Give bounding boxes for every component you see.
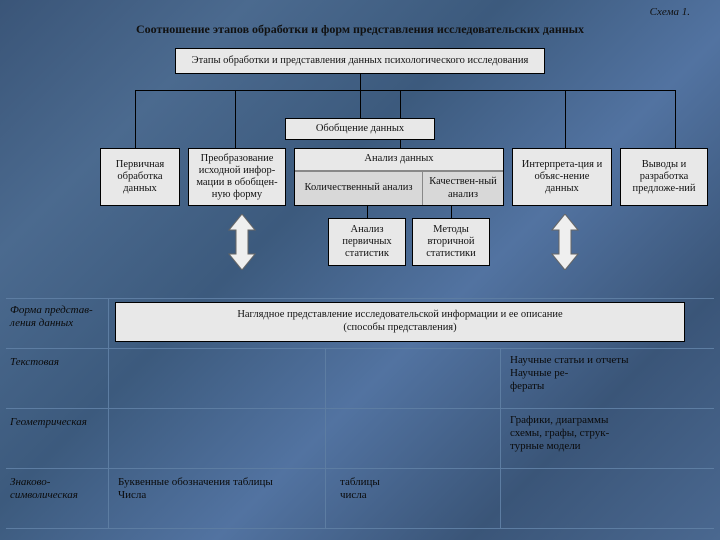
box-visual-representation: Наглядное представление исследовательско… bbox=[115, 302, 685, 342]
scheme-number: Схема 1. bbox=[650, 6, 690, 18]
box-generalization: Обобщение данных bbox=[285, 118, 435, 140]
double-arrow-icon bbox=[548, 214, 582, 270]
connector bbox=[565, 90, 566, 148]
cell-text-right: Научные статьи и отчеты Научные ре- фера… bbox=[510, 354, 629, 394]
box-interpretation: Интерпрета-ция и объяс-нение данных bbox=[512, 148, 612, 206]
box-secondary-stats: Методы вторичной статистики bbox=[412, 218, 490, 266]
row-label-form: Форма представ-ления данных bbox=[10, 304, 105, 329]
connector bbox=[451, 206, 452, 218]
table-divider bbox=[6, 528, 714, 529]
connector bbox=[675, 90, 676, 148]
connector bbox=[360, 90, 361, 118]
box-transform: Преобразование исходной инфор-мации в об… bbox=[188, 148, 286, 206]
box-analysis-title: Анализ данных bbox=[364, 153, 433, 165]
connector bbox=[367, 206, 368, 218]
visual-subtitle: (способы представления) bbox=[343, 322, 456, 335]
table-divider bbox=[6, 468, 714, 469]
table-divider bbox=[500, 348, 501, 528]
row-label-symbolic: Знаково- символическая bbox=[10, 476, 78, 501]
table-divider bbox=[108, 298, 109, 528]
visual-title: Наглядное представление исследовательско… bbox=[237, 309, 562, 322]
connector bbox=[135, 90, 136, 148]
connector bbox=[135, 90, 675, 91]
box-analysis-qual: Качествен-ный анализ bbox=[425, 176, 501, 200]
table-divider bbox=[325, 348, 326, 528]
table-divider bbox=[6, 408, 714, 409]
box-primary-stats: Анализ первичных статистик bbox=[328, 218, 406, 266]
row-label-geometric: Геометрическая bbox=[10, 416, 87, 429]
box-primary-processing: Первичная обработка данных bbox=[100, 148, 180, 206]
box-analysis-quant: Количественный анализ bbox=[304, 182, 412, 194]
cell-symbolic-c2: таблицы числа bbox=[340, 476, 380, 502]
cell-geometric-right: Графики, диаграммы схемы, графы, струк- … bbox=[510, 414, 609, 454]
box-conclusions: Выводы и разработка предложе-ний bbox=[620, 148, 708, 206]
box-top-stages: Этапы обработки и представления данных п… bbox=[175, 48, 545, 74]
box-analysis: Анализ данных Количественный анализ Каче… bbox=[294, 148, 504, 206]
double-arrow-icon bbox=[225, 214, 259, 270]
table-divider bbox=[6, 348, 714, 349]
cell-symbolic-c1: Буквенные обозначения таблицы Числа bbox=[118, 476, 273, 502]
connector bbox=[235, 90, 236, 148]
diagram-title: Соотношение этапов обработки и форм пред… bbox=[0, 22, 720, 37]
table-divider bbox=[6, 298, 714, 299]
connector bbox=[360, 74, 361, 90]
row-label-text: Текстовая bbox=[10, 356, 59, 369]
